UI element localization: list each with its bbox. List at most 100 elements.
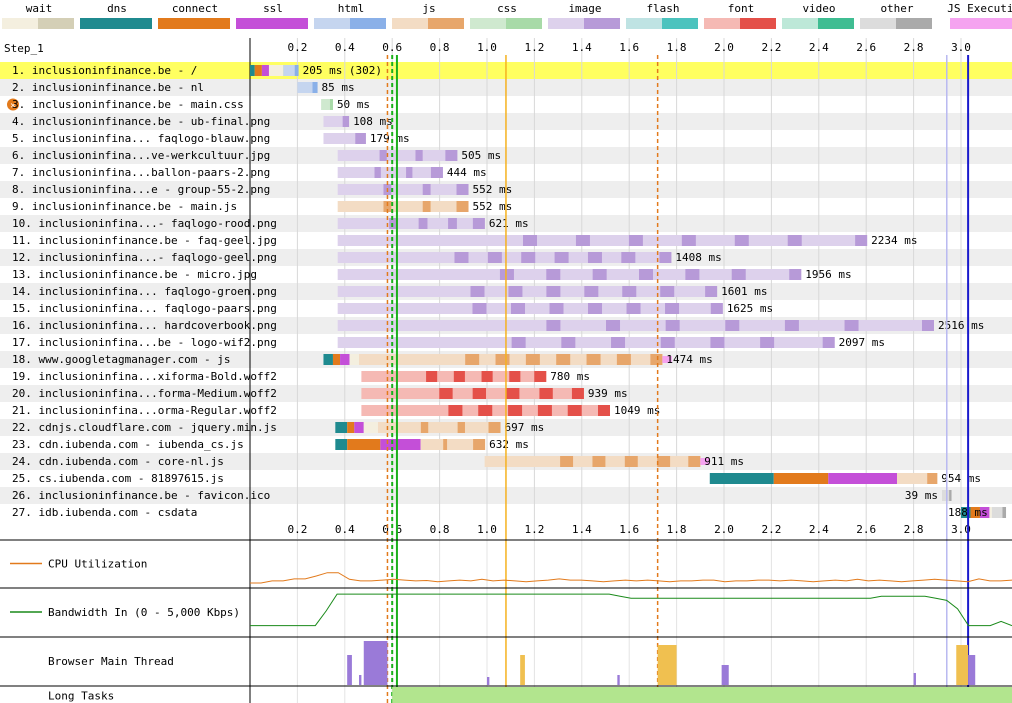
legend-label-video: video <box>802 2 835 15</box>
request-bar-chunk <box>439 388 453 399</box>
legend-swatch-accent <box>896 18 932 29</box>
request-row-1[interactable]: 1. inclusioninfinance.be - / 205 ms (302) <box>12 64 382 77</box>
request-row-15[interactable]: 15. inclusioninfina... faqlogo-paars.png… <box>12 302 773 315</box>
request-bar <box>283 65 299 76</box>
request-duration: 505 ms <box>461 149 501 162</box>
request-bar-chunk <box>508 405 523 416</box>
phase-bar-dns <box>323 354 333 365</box>
x-tick-label-top: 1.4 <box>572 41 592 54</box>
request-row-3[interactable]: ✕3. inclusioninfinance.be - main.css 50 m… <box>7 98 370 111</box>
request-row-25[interactable]: 25. cs.iubenda.com - 81897615.js 954 ms <box>12 472 981 485</box>
request-row-2[interactable]: 2. inclusioninfinance.be - nl 85 ms <box>12 81 355 94</box>
request-bar-chunk <box>657 456 671 467</box>
legend-swatch-js-execution <box>950 18 1012 29</box>
request-bar-end <box>342 116 350 127</box>
request-row-10[interactable]: 10. inclusioninfina...- faqlogo-rood.png… <box>12 217 529 230</box>
request-bar-chunk <box>622 286 637 297</box>
request-row-16[interactable]: 16. inclusioninfina... hardcoverbook.png… <box>12 319 984 332</box>
request-bar <box>337 167 443 178</box>
legend-label-wait: wait <box>26 2 53 15</box>
request-bar <box>337 218 485 229</box>
request-row-7[interactable]: 7. inclusioninfina...ballon-paars-2.png 4… <box>12 166 487 179</box>
request-row-8[interactable]: 8. inclusioninfina...e - group-55-2.png 5… <box>12 183 512 196</box>
request-row-9[interactable]: 9. inclusioninfinance.be - main.js 552 ms <box>12 200 512 213</box>
request-row-19[interactable]: 19. inclusioninfina...xiforma-Bold.woff2… <box>12 370 590 383</box>
request-duration: 1049 ms <box>614 404 660 417</box>
request-bar-end <box>598 405 611 416</box>
request-bar <box>337 286 718 297</box>
request-bar-end <box>789 269 802 280</box>
phase-bar-wait <box>363 422 378 433</box>
request-bar-chunk <box>415 150 423 161</box>
request-bar-end <box>688 456 701 467</box>
request-bar-chunk <box>537 405 552 416</box>
request-bar-chunk <box>454 252 469 263</box>
request-bar-end <box>927 473 938 484</box>
js-exec-bar <box>662 356 672 363</box>
request-bar <box>420 439 486 450</box>
x-tick-label-top: 0.6 <box>382 41 402 54</box>
error-icon-glyph: ✕ <box>10 101 15 111</box>
request-bar-chunk <box>525 354 540 365</box>
legend-swatch-accent <box>740 18 776 29</box>
request-bar-chunk <box>575 235 590 246</box>
request-bar-chunk <box>567 405 582 416</box>
request-bar-chunk <box>472 388 487 399</box>
request-bar-chunk <box>549 303 564 314</box>
request-bar-chunk <box>660 337 675 348</box>
request-bar-chunk <box>665 303 680 314</box>
request-row-14[interactable]: 14. inclusioninfina... faqlogo-groen.png… <box>12 285 767 298</box>
request-bar-chunk <box>611 337 626 348</box>
request-row-13[interactable]: 13. inclusioninfinance.be - micro.jpg 195… <box>12 268 852 281</box>
request-row-4[interactable]: 4. inclusioninfinance.be - ub-final.png 1… <box>12 115 393 128</box>
legend-label-image: image <box>568 2 601 15</box>
request-label: 9. inclusioninfinance.be - main.js <box>12 200 237 213</box>
request-duration: 39 ms <box>905 489 938 502</box>
request-row-11[interactable]: 11. inclusioninfinance.be - faq-geel.jpg… <box>12 234 918 247</box>
request-row-12[interactable]: 12. inclusioninfina...- faqlogo-geel.png… <box>12 251 722 264</box>
request-bar-chunk <box>844 320 859 331</box>
request-duration: 50 ms <box>337 98 370 111</box>
request-bar-chunk <box>734 235 749 246</box>
request-row-27[interactable]: 27. idb.iubenda.com - csdata 188 ms <box>12 506 1007 519</box>
legend-swatch-accent <box>662 18 698 29</box>
main-thread-activity <box>913 673 916 685</box>
x-tick-label-top: 3.0 <box>951 41 971 54</box>
request-row-17[interactable]: 17. inclusioninfina...be - logo-wif2.png… <box>12 336 885 349</box>
request-row-5[interactable]: 5. inclusioninfina... faqlogo-blauw.png 1… <box>12 132 410 145</box>
request-bar-end <box>705 286 718 297</box>
request-duration: 780 ms <box>550 370 590 383</box>
request-row-6[interactable]: 6. inclusioninfina...ve-werkcultuur.jpg 5… <box>12 149 501 162</box>
request-bar <box>991 507 1007 518</box>
request-bar-end <box>710 303 723 314</box>
request-label: 5. inclusioninfina... faqlogo-blauw.png <box>12 132 270 145</box>
request-duration: 2234 ms <box>871 234 917 247</box>
phase-bar-ssl <box>979 507 990 518</box>
request-row-23[interactable]: 23. cdn.iubenda.com - iubenda_cs.js 632 m… <box>12 438 529 451</box>
request-row-21[interactable]: 21. inclusioninfina...orma-Regular.woff2… <box>12 404 660 417</box>
request-bar-end <box>659 252 672 263</box>
request-label: 24. cdn.iubenda.com - core-nl.js <box>12 455 224 468</box>
request-label: 10. inclusioninfina...- faqlogo-rood.png <box>12 217 277 230</box>
legend-label-css: css <box>497 2 517 15</box>
request-duration: 2516 ms <box>938 319 984 332</box>
x-tick-label-bottom: 0.2 <box>287 523 307 536</box>
legend-swatch-accent <box>38 18 74 29</box>
request-bar-chunk <box>586 354 601 365</box>
request-bar-chunk <box>624 456 638 467</box>
phase-bar-dns <box>250 65 255 76</box>
request-bar <box>337 235 868 246</box>
x-tick-label-bottom: 1.2 <box>524 523 544 536</box>
request-duration: 179 ms <box>370 132 410 145</box>
request-bar-chunk <box>787 235 802 246</box>
legend-label-connect: connect <box>172 2 218 15</box>
request-label: 14. inclusioninfina... faqlogo-groen.png <box>12 285 277 298</box>
bandwidth-label: Bandwidth In (0 - 5,000 Kbps) <box>48 606 240 619</box>
request-row-22[interactable]: 22. cdnjs.cloudflare.com - jquery.min.js… <box>12 421 544 434</box>
request-label: 25. cs.iubenda.com - 81897615.js <box>12 472 224 485</box>
request-row-18[interactable]: 18. www.googletagmanager.com - js 1474 ms <box>12 353 713 366</box>
main-thread-activity <box>968 655 976 685</box>
request-row-24[interactable]: 24. cdn.iubenda.com - core-nl.js 911 ms <box>12 455 744 468</box>
request-row-20[interactable]: 20. inclusioninfina...forma-Medium.woff2… <box>12 387 628 400</box>
